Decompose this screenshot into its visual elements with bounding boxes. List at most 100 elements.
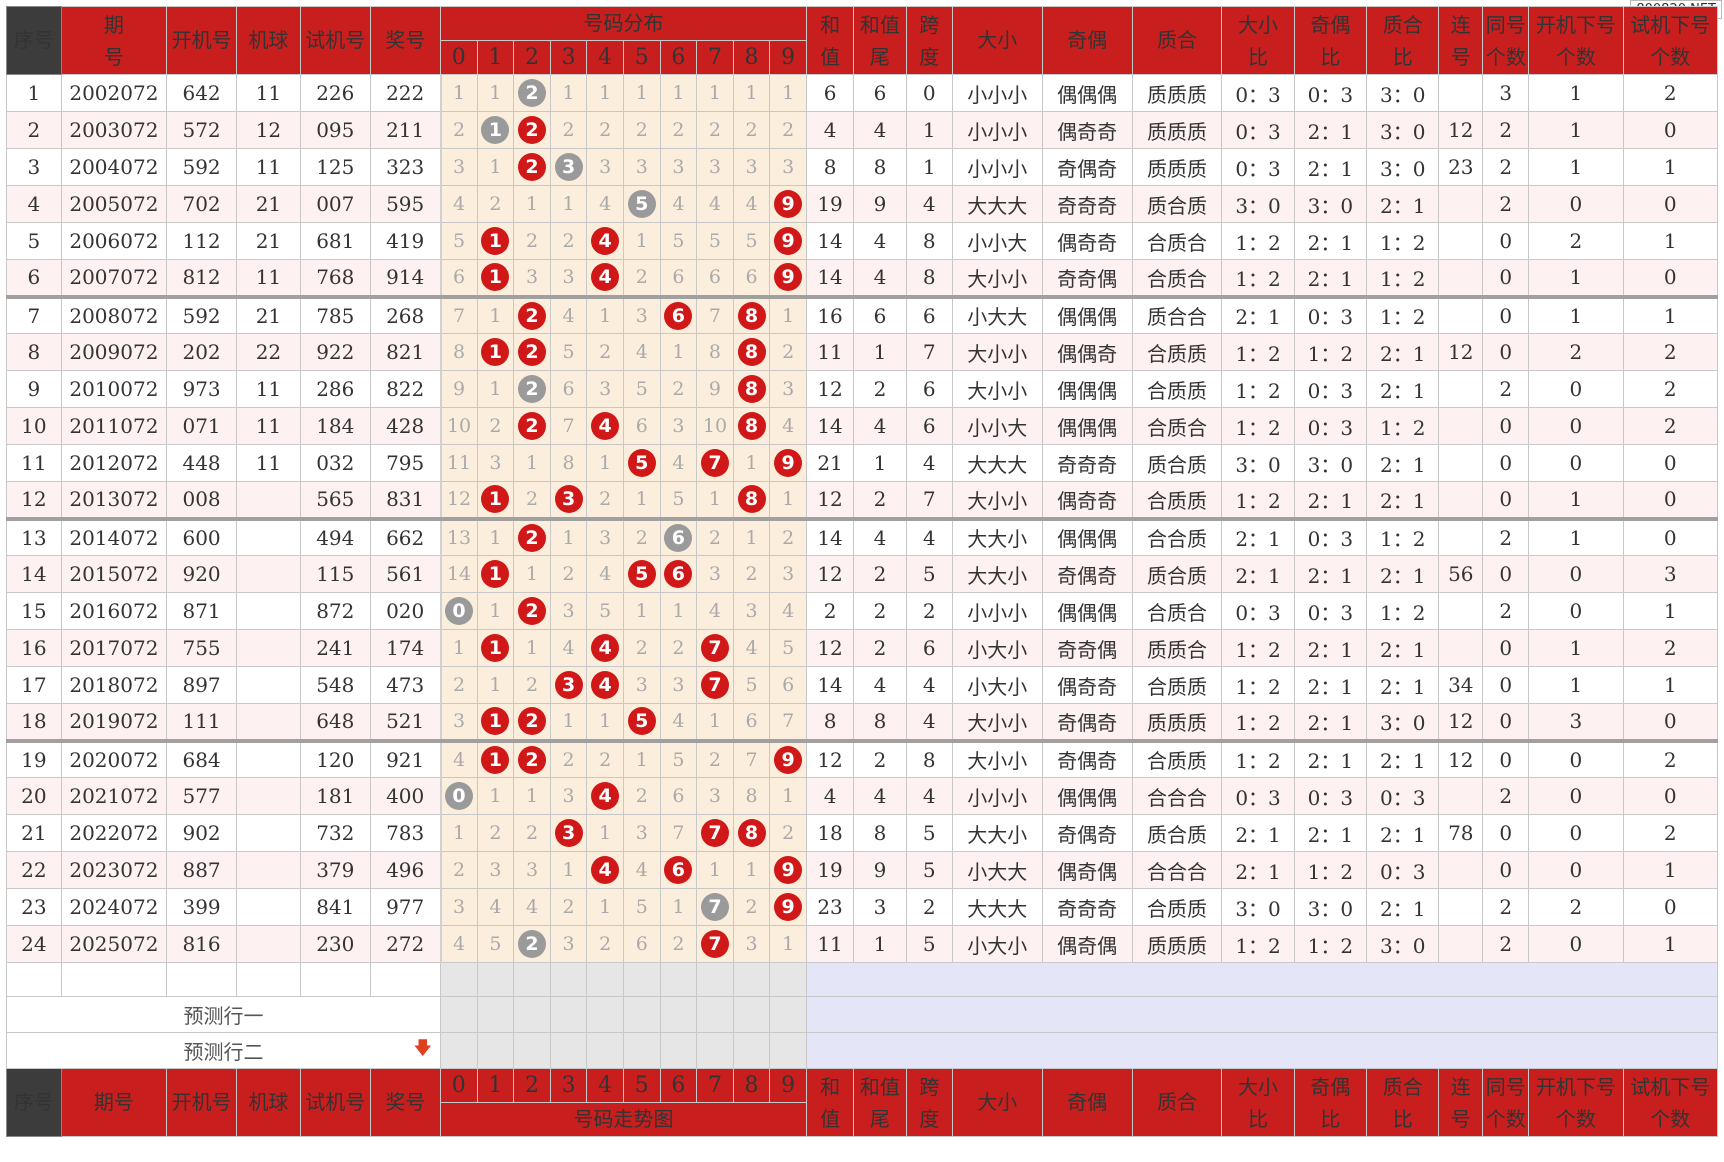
row-issue: 2013072 (60, 481, 168, 519)
row-trialnext: 1 (1622, 222, 1719, 260)
blank-cell (586, 962, 624, 997)
row-consec (1438, 777, 1484, 815)
number-ball: 4 (591, 671, 620, 699)
predict-cell[interactable] (732, 1032, 771, 1069)
dist-cell: 8 (696, 333, 734, 371)
footer-span: 跨度 (905, 1068, 953, 1137)
predict-cell[interactable] (659, 996, 698, 1033)
row-machine (236, 666, 301, 704)
row-seq: 12 (6, 481, 62, 519)
number-ball: 2 (517, 745, 546, 774)
dist-cell: 2 (513, 333, 551, 371)
dist-cell: 8 (732, 294, 771, 334)
dist-cell: 11 (439, 444, 478, 482)
row-prime-ratio: 2：1 (1366, 370, 1440, 408)
col-size-ratio-header: 大小比 (1221, 6, 1295, 75)
dist-cell: 8 (732, 333, 771, 371)
predict-cell[interactable] (513, 1032, 551, 1069)
col-sumtail-header: 和值尾 (853, 6, 907, 75)
row-size-ratio: 2：1 (1221, 814, 1295, 852)
dist-cell: 1 (549, 703, 588, 741)
col-trial-header: 试机号 (299, 6, 371, 75)
dist-cell: 2 (659, 370, 698, 408)
predict-label-text: 预测行一 (183, 1004, 264, 1028)
row-same: 2 (1482, 925, 1530, 963)
number-ball: 1 (481, 116, 510, 144)
dist-cell: 4 (659, 703, 698, 741)
row-same: 0 (1482, 814, 1530, 852)
footer-drawnext: 开机下号 个数 (1528, 1068, 1624, 1137)
dist-cell: 4 (586, 629, 624, 667)
row-draw: 112 (166, 222, 238, 260)
row-prime-ratio: 2：1 (1366, 629, 1440, 667)
col-parity-header: 奇偶 (1041, 6, 1133, 75)
dist-cell: 4 (586, 666, 624, 704)
blank-cell (659, 962, 698, 997)
footer-consec: 连号 (1438, 1068, 1484, 1137)
footer-prime: 质合 (1131, 1068, 1223, 1137)
row-same: 0 (1482, 259, 1530, 297)
row-same: 0 (1482, 294, 1530, 334)
predict-cell[interactable] (586, 1032, 624, 1069)
predict-cell[interactable] (476, 996, 515, 1033)
predict-cell[interactable] (622, 1032, 661, 1069)
row-consec (1438, 592, 1484, 630)
row-issue: 2021072 (60, 777, 168, 815)
row-draw: 448 (166, 444, 238, 482)
footer-sum: 和值 (805, 1068, 855, 1137)
predict-cell[interactable] (769, 1032, 807, 1069)
col-issue-header[interactable]: 期号 排序 (60, 6, 168, 75)
dist-cell: 9 (769, 851, 807, 889)
row-consec (1438, 888, 1484, 926)
blank-cell (622, 962, 661, 997)
row-sum: 11 (805, 925, 855, 963)
row-prime-ratio: 3：0 (1366, 925, 1440, 963)
predict-cell[interactable] (696, 1032, 734, 1069)
number-ball: 6 (664, 523, 693, 552)
dist-cell: 4 (659, 444, 698, 482)
predict-cell[interactable] (549, 996, 588, 1033)
row-consec (1438, 516, 1484, 556)
predict-cell[interactable] (476, 1032, 515, 1069)
dist-cell: 1 (622, 222, 661, 260)
row-consec (1438, 851, 1484, 889)
blank-cell (513, 962, 551, 997)
dist-cell: 6 (659, 851, 698, 889)
row-parity-ratio: 2：1 (1293, 738, 1368, 778)
row-draw: 572 (166, 111, 238, 149)
predict-cell[interactable] (440, 996, 478, 1033)
dist-cell: 6 (732, 259, 771, 297)
row-drawnext: 3 (1528, 703, 1624, 741)
arrow-down-icon[interactable]: 🡇 (413, 1038, 432, 1059)
predict-cell[interactable] (696, 996, 734, 1033)
predict-cell[interactable] (732, 996, 771, 1033)
predict-cell[interactable] (622, 996, 661, 1033)
dist-cell: 8 (549, 444, 588, 482)
row-seq: 13 (6, 516, 62, 556)
row-prize: 921 (369, 738, 442, 778)
row-drawnext: 1 (1528, 259, 1624, 297)
dist-cell: 1 (659, 592, 698, 630)
predict-cell[interactable] (586, 996, 624, 1033)
dist-cell: 6 (696, 259, 734, 297)
predict-row[interactable]: 预测行二 🡇 (6, 1032, 1718, 1069)
dist-cell: 3 (732, 148, 771, 186)
predict-cell[interactable] (513, 996, 551, 1033)
row-consec (1438, 407, 1484, 445)
row-draw: 111 (166, 703, 238, 741)
row-drawnext: 1 (1528, 516, 1624, 556)
row-size: 小小小 (951, 777, 1043, 815)
predict-cell[interactable] (769, 996, 807, 1033)
predict-label: 预测行二 🡇 (6, 1032, 441, 1069)
number-ball: 2 (517, 930, 546, 958)
dist-cell: 1 (439, 74, 478, 112)
row-consec (1438, 294, 1484, 334)
predict-row[interactable]: 预测行一 (6, 996, 1718, 1033)
row-size-ratio: 1：2 (1221, 738, 1295, 778)
predict-cell[interactable] (440, 1032, 478, 1069)
row-seq: 11 (6, 444, 62, 482)
predict-cell[interactable] (659, 1032, 698, 1069)
dist-cell: 4 (439, 738, 478, 778)
predict-cell[interactable] (549, 1032, 588, 1069)
row-trialnext: 1 (1622, 666, 1719, 704)
